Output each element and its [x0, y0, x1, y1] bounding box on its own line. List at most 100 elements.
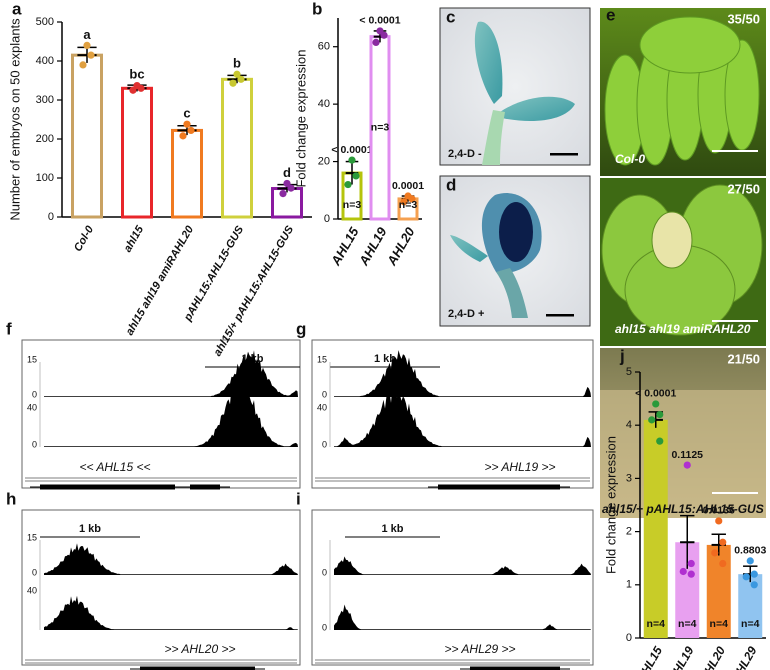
bar: [71, 53, 103, 219]
panel-label: i: [296, 489, 301, 508]
panel-label: c: [446, 7, 455, 26]
p-value: 0.0001: [392, 180, 424, 192]
y-tick-label: 400: [36, 55, 54, 67]
coverage-track: [44, 350, 298, 397]
data-point: [344, 180, 352, 189]
n-label: n=3: [371, 122, 390, 134]
data-point: [746, 557, 754, 565]
x-tick-label: AHL19: [355, 224, 389, 269]
track-axis-label: 40: [317, 402, 327, 412]
gene-label: << AHL15 <<: [80, 460, 151, 474]
y-tick-label: 40: [318, 98, 330, 110]
count-label: 27/50: [727, 181, 760, 196]
x-tick-label: AHL15: [327, 224, 361, 269]
image-c: [439, 7, 591, 166]
track-axis-label: 0: [32, 439, 37, 449]
data-point: [715, 517, 723, 525]
panel-label: g: [296, 319, 306, 338]
data-point: [711, 549, 719, 557]
x-tick-label: AHL20: [696, 644, 728, 670]
p-value: 0.8803: [734, 545, 766, 557]
coverage-track: [44, 595, 298, 630]
gene-label: >> AHL20 >>: [165, 642, 236, 656]
panel-label: a: [12, 0, 22, 18]
y-tick-label: 100: [36, 172, 54, 184]
scale-bar: [550, 153, 578, 156]
data-point: [287, 184, 295, 192]
n-label: n=4: [678, 618, 697, 630]
track-axis-label: 0: [322, 439, 327, 449]
scale-bar: [712, 492, 758, 494]
panel-label: e: [606, 5, 615, 24]
coverage-track: [44, 543, 298, 575]
panel-label: d: [446, 175, 456, 194]
y-tick-label: 5: [626, 366, 632, 378]
data-point: [183, 120, 191, 128]
data-point: [352, 172, 360, 180]
genotype-label: ahl15/+ pAHL15:AHL15-GUS: [602, 502, 764, 516]
panel-label: b: [312, 0, 322, 18]
bar: [738, 574, 763, 638]
data-point: [283, 179, 291, 188]
y-tick-label: 60: [318, 41, 330, 53]
n-label: n=3: [399, 199, 418, 211]
track-axis-label: 0: [32, 389, 37, 399]
hypocotyl: [482, 110, 505, 165]
data-point: [742, 573, 750, 581]
y-tick-label: 3: [626, 472, 632, 484]
hypocotyl: [496, 268, 528, 318]
data-point: [83, 41, 91, 50]
significance-letter: d: [283, 165, 291, 180]
data-point: [372, 38, 380, 47]
significance-letter: bc: [129, 67, 144, 82]
data-point: [408, 195, 416, 203]
coverage-track: [334, 385, 591, 447]
track-frame: [311, 509, 594, 666]
genotype-label: Col-0: [615, 152, 645, 166]
callus: [600, 390, 766, 518]
coverage-track: [44, 375, 298, 447]
coverage-track: [334, 350, 591, 397]
exon: [40, 484, 175, 490]
stained-region: [499, 202, 533, 262]
y-tick-label: 500: [36, 16, 54, 28]
y-axis-label: Fold change expression: [603, 436, 618, 574]
data-point: [679, 567, 687, 576]
data-point: [687, 559, 695, 568]
bar: [171, 128, 203, 219]
data-point: [656, 437, 664, 445]
data-point: [79, 61, 87, 69]
track-axis-label: 15: [27, 532, 37, 542]
count-label: 21/50: [727, 351, 760, 366]
track-axis-label: 40: [27, 585, 37, 595]
genotype-label: ahl15 ahl19 amiRAHL20: [615, 322, 751, 336]
track-axis-label: 15: [27, 354, 37, 364]
y-tick-label: 0: [324, 213, 330, 225]
n-label: n=4: [710, 618, 729, 630]
y-tick-label: 0: [626, 632, 632, 644]
bar: [271, 187, 303, 219]
data-point: [187, 126, 195, 135]
data-point: [750, 570, 758, 578]
gene-label: >> AHL19 >>: [485, 460, 556, 474]
data-point: [656, 410, 664, 419]
scale-label: 1 kb: [79, 523, 101, 535]
bar: [221, 77, 253, 219]
n-label: n=3: [343, 199, 362, 211]
exon: [190, 484, 220, 490]
y-tick-label: 300: [36, 94, 54, 106]
data-point: [229, 79, 237, 87]
data-point: [648, 416, 656, 424]
panel-label: j: [619, 346, 625, 365]
n-label: n=4: [741, 618, 760, 630]
x-tick-label: AHL15: [633, 644, 665, 670]
cotyledon: [500, 96, 575, 122]
y-tick-label: 20: [318, 155, 330, 167]
data-point: [137, 84, 145, 92]
data-point: [719, 538, 727, 546]
y-axis-label: Number of embryos on 50 explants: [7, 18, 22, 221]
p-value: < 0.0001: [331, 144, 372, 156]
track-axis-label: 0: [322, 389, 327, 399]
